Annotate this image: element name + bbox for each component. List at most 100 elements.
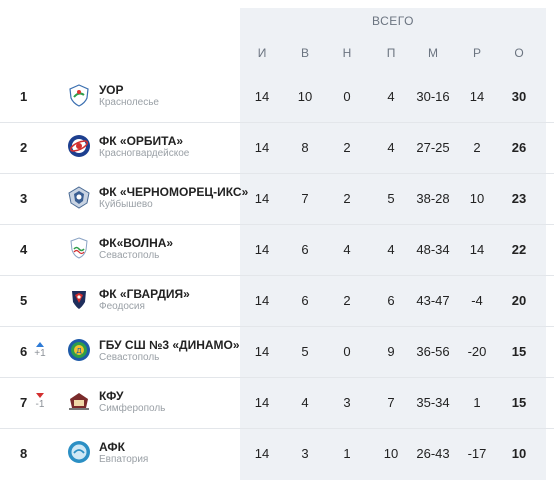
position-change: +1 [33,342,47,359]
cell-goals: 43-47 [416,293,450,308]
cell-points: 30 [511,89,527,104]
team-name[interactable]: ФК «ЧЕРНОМОРЕЦ-ИКС» [99,185,249,199]
cell-lost: 10 [383,446,399,461]
afk-crest-icon[interactable] [67,440,91,464]
row-divider [14,428,554,429]
team-name[interactable]: АФК [99,440,125,454]
cell-points: 26 [511,140,527,155]
cell-drawn: 1 [343,446,351,461]
cell-points: 22 [511,242,527,257]
table-row[interactable]: 2 ФК «ОРБИТА» Красногвардейское 14 8 2 4 27-25 2… [0,122,554,173]
team-city: Симферополь [99,403,166,414]
standings-table: 1 УОР Краснолесье 14 10 0 4 30-16 14 30 2 ФК «ОРБИТ… [0,72,554,479]
position-number: 8 [20,446,28,461]
kfu-crest-icon[interactable] [67,389,91,413]
position-number: 6 [20,344,28,359]
gvardiya-crest-icon[interactable] [67,287,91,311]
position-number: 3 [20,191,28,206]
header-played[interactable]: И [257,46,267,60]
position-number: 7 [20,395,28,410]
cell-goals: 36-56 [416,344,450,359]
cell-goals: 48-34 [416,242,450,257]
cell-drawn: 4 [343,242,351,257]
cell-drawn: 2 [343,191,351,206]
position-number: 5 [20,293,28,308]
chernomorets-crest-icon[interactable] [67,185,91,209]
cell-played: 14 [254,344,270,359]
team-name[interactable]: ГБУ СШ №3 «ДИНАМО» [99,338,240,352]
team-city: Феодосия [99,301,145,312]
row-divider [14,377,554,378]
cell-diff: 2 [473,140,481,155]
cell-lost: 6 [387,293,395,308]
cell-played: 14 [254,140,270,155]
volna-crest-icon[interactable] [67,236,91,260]
team-city: Севастополь [99,352,160,363]
position-number: 2 [20,140,28,155]
cell-won: 5 [301,344,309,359]
cell-lost: 4 [387,242,395,257]
table-row[interactable]: 5 ФК «ГВАРДИЯ» Феодосия 14 6 2 6 43-47 -4 20 [0,275,554,326]
row-divider [14,275,554,276]
table-row[interactable]: 1 УОР Краснолесье 14 10 0 4 30-16 14 30 [0,72,554,122]
header-drawn[interactable]: Н [342,46,352,60]
team-name[interactable]: ФК«ВОЛНА» [99,236,174,250]
row-divider [14,173,554,174]
cell-won: 6 [301,242,309,257]
header-points[interactable]: О [514,46,524,60]
team-name[interactable]: ФК «ОРБИТА» [99,134,184,148]
cell-lost: 4 [387,89,395,104]
cell-goals: 35-34 [416,395,450,410]
cell-won: 7 [301,191,309,206]
cell-goals: 27-25 [416,140,450,155]
table-row[interactable]: 4 ФК«ВОЛНА» Севастополь 14 6 4 4 48-34 14 22 [0,224,554,275]
cell-diff: 10 [469,191,485,206]
cell-diff: -4 [471,293,483,308]
cell-played: 14 [254,89,270,104]
row-divider [14,122,554,123]
header-goals[interactable]: М [428,46,438,60]
header-diff[interactable]: Р [472,46,482,60]
uor-crest-icon[interactable] [67,83,91,107]
svg-text:Д: Д [76,347,82,355]
cell-won: 10 [297,89,313,104]
column-group-label: ВСЕГО [372,14,414,28]
table-row[interactable]: 3 ФК «ЧЕРНОМОРЕЦ-ИКС» Куйбышево 14 7 2 5 38-28 1… [0,173,554,224]
position-change-value: +1 [34,348,46,359]
cell-played: 14 [254,191,270,206]
orbita-crest-icon[interactable] [67,134,91,158]
arrow-down-icon [36,393,44,398]
arrow-up-icon [36,342,44,347]
team-city: Куйбышево [99,199,153,210]
cell-played: 14 [254,242,270,257]
cell-diff: 14 [469,242,485,257]
cell-drawn: 0 [343,344,351,359]
table-row[interactable]: 8 АФК Евпатория 14 3 1 10 26-43 -17 10 [0,428,554,479]
cell-lost: 7 [387,395,395,410]
cell-diff: 14 [469,89,485,104]
team-city: Севастополь [99,250,160,261]
cell-points: 23 [511,191,527,206]
cell-lost: 4 [387,140,395,155]
header-won[interactable]: В [300,46,310,60]
team-city: Краснолесье [99,97,159,108]
cell-diff: -17 [467,446,487,461]
position-number: 1 [20,89,28,104]
header-lost[interactable]: П [386,46,396,60]
cell-points: 20 [511,293,527,308]
table-row[interactable]: 7 -1 КФУ Симферополь 14 4 3 7 35-34 1 15 [0,377,554,428]
table-row[interactable]: 6 +1 Д ГБУ СШ №3 «ДИНАМО» Севастополь 14 5 0 9 36… [0,326,554,377]
cell-drawn: 3 [343,395,351,410]
team-name[interactable]: ФК «ГВАРДИЯ» [99,287,190,301]
team-name[interactable]: УОР [99,83,124,97]
cell-diff: 1 [473,395,481,410]
team-city: Евпатория [99,454,149,465]
dinamo-crest-icon[interactable]: Д [67,338,91,362]
position-change: -1 [33,393,47,410]
team-name[interactable]: КФУ [99,389,124,403]
row-divider [14,326,554,327]
cell-won: 8 [301,140,309,155]
row-divider [14,224,554,225]
column-headers: И В Н П М Р О [0,46,554,66]
position-number: 4 [20,242,28,257]
